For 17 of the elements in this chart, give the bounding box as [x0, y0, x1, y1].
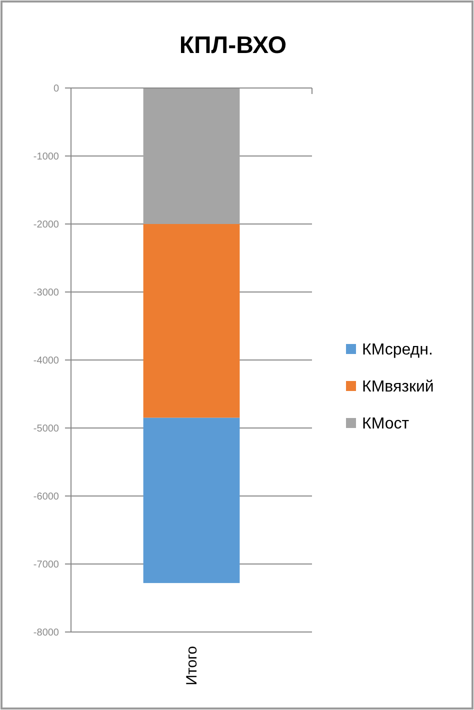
legend-label: КМвязкий — [362, 378, 434, 396]
bar — [143, 418, 240, 584]
legend-label: КМост — [362, 416, 410, 433]
y-tick-label: -3000 — [33, 288, 60, 298]
chart-title: КПЛ-ВХО — [179, 32, 287, 59]
bar — [143, 88, 240, 224]
y-tick-label: -5000 — [33, 424, 60, 434]
y-tick-label: -1000 — [33, 152, 60, 162]
x-tick-label: Итого — [184, 646, 200, 686]
y-tick-label: -2000 — [33, 220, 60, 230]
y-tick-label: -6000 — [33, 492, 60, 502]
y-tick-label: 0 — [53, 84, 60, 94]
y-tick-label: -4000 — [33, 356, 60, 366]
y-tick-label: -7000 — [33, 560, 60, 570]
legend-label: КМсредн. — [362, 342, 433, 359]
y-tick-label: -8000 — [33, 628, 60, 638]
bar — [143, 224, 240, 418]
